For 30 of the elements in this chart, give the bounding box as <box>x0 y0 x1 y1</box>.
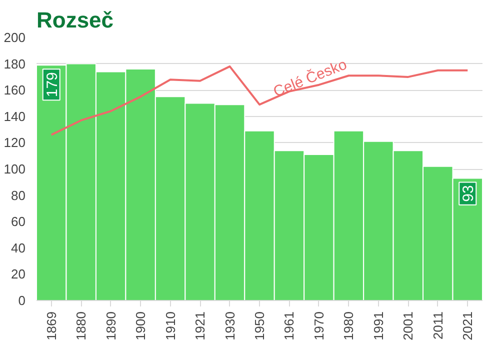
x-tick-label: 1890 <box>103 312 118 340</box>
x-tick-label: 2011 <box>430 311 446 340</box>
y-tick-label: 160 <box>4 82 26 98</box>
data-label: 93 <box>460 185 478 202</box>
x-tick-label: 1910 <box>162 312 178 340</box>
x-tick-label: 2021 <box>460 312 476 340</box>
x-tick-label: 2001 <box>400 312 416 340</box>
x-tick-label: 1921 <box>192 312 208 340</box>
y-tick-label: 40 <box>11 240 26 256</box>
y-tick-label: 0 <box>18 293 26 308</box>
data-label: 179 <box>44 72 61 98</box>
y-tick-label: 60 <box>11 214 26 230</box>
annotation: Celé Česko <box>270 55 350 101</box>
y-tick-label: 100 <box>4 162 26 176</box>
chart-title: Rozseč <box>36 8 114 32</box>
x-tick-label: 1930 <box>222 312 238 340</box>
x-tick-label: 1991 <box>370 312 386 340</box>
y-tick-label: 20 <box>11 266 26 282</box>
x-tick-label: 1950 <box>252 312 267 340</box>
x-tick-label: 1980 <box>341 312 356 340</box>
x-tick-label: 1961 <box>282 312 297 340</box>
x-tick-label: 1880 <box>74 312 89 340</box>
x-tick-label: 1900 <box>133 312 148 340</box>
x-tick-label: 1970 <box>311 312 326 340</box>
y-tick-label: 180 <box>4 56 26 72</box>
y-tick-label: 200 <box>4 30 26 45</box>
x-tick-label: 1869 <box>44 312 59 340</box>
y-tick-label: 120 <box>4 135 26 150</box>
y-tick-label: 140 <box>4 108 26 124</box>
y-tick-label: 80 <box>11 188 26 203</box>
